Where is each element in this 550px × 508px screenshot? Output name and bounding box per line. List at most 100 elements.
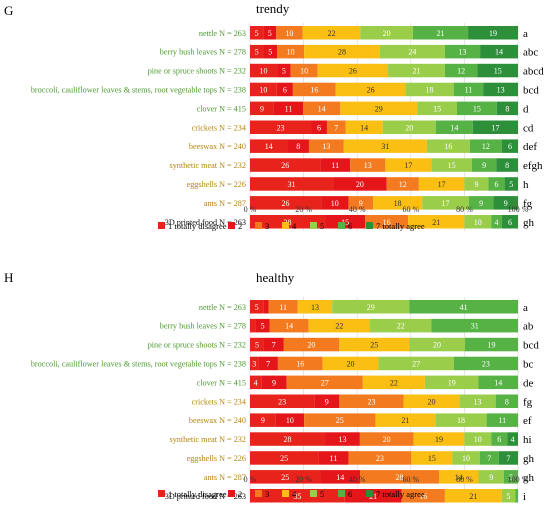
bar-segment [263, 26, 277, 40]
bar-segment [290, 63, 318, 78]
bar-segment [250, 215, 326, 229]
bar-segment [344, 489, 402, 503]
legend-label: 6 [348, 221, 352, 231]
segment-value: 31 [288, 180, 296, 189]
bar-segment [250, 177, 334, 191]
segment-value: 5 [255, 303, 259, 312]
bar-segment [250, 139, 288, 153]
x-tick-label: 20 % [295, 475, 312, 484]
bar-segment [504, 177, 518, 191]
bar-segment [464, 432, 492, 446]
legend-swatch [338, 490, 345, 497]
bar-segment [370, 318, 432, 333]
legend-swatch [255, 222, 262, 229]
category-label: crickets N = 234 [192, 123, 246, 132]
segment-value: 19 [489, 29, 497, 38]
segment-value: 6 [283, 85, 287, 94]
bar-segment [453, 82, 484, 97]
segment-value: 27 [412, 359, 420, 368]
bar-segment [250, 300, 264, 314]
significance-letters: gh [523, 453, 535, 465]
bar-segment [348, 451, 412, 465]
bar-segment [250, 356, 259, 371]
bar-segment [464, 177, 489, 191]
significance-letters: d [523, 103, 529, 115]
significance-letters: a [523, 28, 528, 40]
bar-segment [314, 394, 340, 408]
segment-value: 9 [482, 161, 486, 170]
segment-value: 7 [334, 123, 338, 132]
chart-title: trendy [256, 1, 290, 16]
segment-value: 20 [383, 29, 391, 38]
segment-value: 25 [281, 473, 289, 482]
segment-value: 19 [448, 378, 456, 387]
significance-letters: abcd [523, 66, 544, 78]
bar-segment [464, 215, 492, 229]
segment-value: 27 [321, 378, 329, 387]
significance-letters: gh [523, 472, 535, 484]
segment-value: 14 [450, 123, 458, 132]
segment-value: 5 [507, 492, 511, 501]
significance-letters: fg [523, 396, 533, 408]
bar-segment [258, 356, 278, 371]
bar-segment [326, 120, 346, 134]
bar-segment [471, 158, 497, 172]
legend-swatch [282, 222, 289, 229]
bar-segment [401, 489, 445, 503]
segment-value: 6 [497, 435, 501, 444]
segment-value: 14 [495, 48, 503, 57]
segment-value: 12 [482, 142, 490, 151]
bar-segment [459, 394, 496, 408]
significance-letters: hi [523, 434, 532, 446]
bar-segment [263, 300, 269, 314]
legend-label: 2 [238, 489, 242, 499]
segment-value: 20 [433, 341, 441, 350]
segment-value: 11 [330, 454, 338, 463]
bar-segment [292, 82, 336, 97]
segment-value: 10 [260, 67, 268, 76]
segment-value: 6 [495, 180, 499, 189]
legend-label: 2 [238, 221, 242, 231]
bar-segment [268, 300, 298, 314]
segment-value: 11 [498, 416, 506, 425]
category-label: ants N = 287 [204, 199, 246, 208]
bar-segment [250, 337, 264, 352]
segment-value: 16 [296, 359, 304, 368]
segment-value: 20 [347, 359, 355, 368]
segment-value: 16 [310, 85, 318, 94]
bar-segment [318, 451, 349, 465]
segment-value: 25 [370, 341, 378, 350]
bar-segment [468, 26, 518, 40]
segment-value: 4 [511, 435, 515, 444]
segment-value: 8 [505, 161, 509, 170]
bar-segment [408, 215, 465, 229]
bar-segment [325, 432, 360, 446]
segment-value: 9 [479, 199, 483, 208]
bar-segment [478, 375, 518, 390]
bar-segment [379, 44, 445, 59]
bar-segment [250, 158, 321, 172]
bar-segment [335, 82, 406, 97]
bar-segment [418, 177, 465, 191]
segment-value: 26 [282, 199, 290, 208]
legend-label: 3 [265, 221, 269, 231]
segment-value: 4 [254, 378, 258, 387]
segment-value: 23 [482, 359, 490, 368]
bar-segment [409, 337, 465, 352]
x-tick-label: 80 % [456, 205, 473, 214]
category-label: pine or spruce shoots N = 232 [148, 341, 246, 350]
bar-segment [250, 318, 256, 333]
bar-segment [413, 432, 465, 446]
segment-value: 21 [369, 492, 377, 501]
x-tick-label: 0 % [244, 205, 257, 214]
bar-segment [311, 120, 327, 134]
segment-value: 13 [474, 397, 482, 406]
segment-value: 23 [278, 397, 286, 406]
segment-value: 25 [280, 454, 288, 463]
bar-segment [491, 432, 508, 446]
bar-segment [277, 356, 323, 371]
bar-segment [405, 82, 454, 97]
bar-segment [403, 394, 460, 408]
bar-segment [431, 318, 518, 333]
